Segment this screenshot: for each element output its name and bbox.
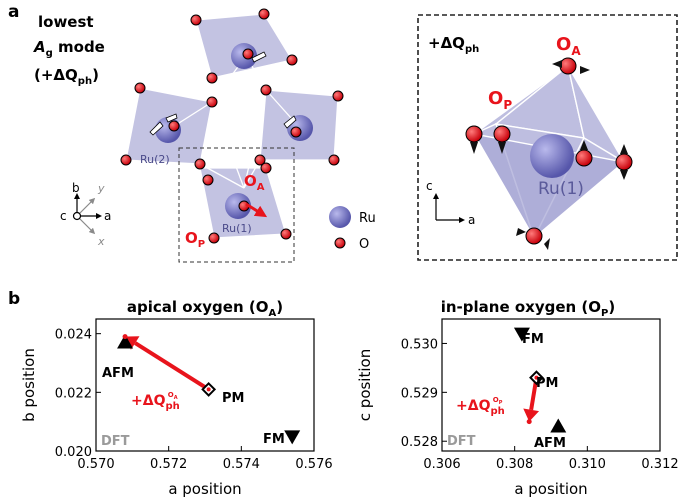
- chart1-ticks: 0.570 0.572 0.574 0.576 0.020 0.022 0.024: [55, 328, 333, 472]
- x-tick-label: 0.308: [496, 457, 533, 472]
- legend-o-icon: [334, 237, 346, 249]
- y-tick-label: 0.530: [401, 337, 438, 352]
- chart2-ylabel: c position: [356, 349, 374, 421]
- x-tick-label: 0.310: [569, 457, 606, 472]
- crystal-axes: y x b a c: [60, 181, 111, 248]
- x-tick-label: 0.570: [77, 457, 114, 472]
- chart1-title: apical oxygen (OA): [127, 298, 283, 319]
- chart2-dq-label: +ΔQphOP: [456, 396, 505, 417]
- inset-title: +ΔQph: [428, 34, 479, 55]
- y-tick-label: 0.528: [401, 435, 438, 450]
- y-tick-label: 0.022: [55, 386, 92, 401]
- inset-oa-label: OA: [556, 34, 581, 58]
- x-tick-label: 0.312: [641, 457, 678, 472]
- displacement-end: [526, 419, 532, 425]
- chart1-afm-label: AFM: [102, 366, 134, 381]
- axis-b-label: b: [72, 181, 80, 195]
- chart1-fm-label: FM: [263, 432, 285, 447]
- chart2-ticks: 0.306 0.308 0.310 0.312 0.528 0.529 0.530: [401, 337, 679, 472]
- chart1-ylabel: b position: [20, 348, 38, 422]
- op-label: OP: [185, 229, 205, 250]
- svg-text:x: x: [97, 235, 105, 248]
- legend-ru-label: Ru: [359, 211, 376, 226]
- legend-ru-icon: [329, 206, 351, 228]
- point-fm: [284, 430, 301, 445]
- y-tick-label: 0.020: [55, 445, 92, 460]
- chart2-title: in-plane oxygen (OP): [441, 298, 616, 319]
- chart1-frame: [95, 318, 315, 452]
- chart1-xlabel: a position: [168, 480, 241, 498]
- displacement-arrow-head: [125, 336, 140, 350]
- point-fm: [513, 327, 530, 342]
- chart2-fm-label: FM: [522, 332, 544, 347]
- chart2-frame: [441, 318, 661, 452]
- x-tick-label: 0.306: [423, 457, 460, 472]
- chart2-xlabel: a position: [514, 480, 587, 498]
- mode-label-line3: (+ΔQph): [34, 66, 99, 87]
- chart2-afm-label: AFM: [534, 436, 566, 451]
- displacement-arrow-shaft: [134, 341, 210, 392]
- panel-letter-a: a: [8, 2, 19, 22]
- chart1-pm-label: PM: [222, 391, 244, 406]
- mode-label-line2: Ag mode: [33, 38, 105, 59]
- y-tick-label: 0.529: [401, 386, 438, 401]
- legend-o-label: O: [359, 237, 369, 252]
- point-afm: [117, 334, 134, 349]
- chart1-dq-label: +ΔQphOA: [131, 391, 180, 412]
- x-tick-label: 0.572: [150, 457, 187, 472]
- y-tick-label: 0.024: [55, 328, 92, 343]
- panel-a: a lowest Ag mode (+ΔQph): [8, 2, 678, 263]
- chart2-marks: [513, 327, 567, 433]
- axis-a-label: a: [104, 209, 111, 223]
- mode-label-line1: lowest: [38, 13, 94, 31]
- chart1-marks: [117, 334, 301, 445]
- chart-apical: apical oxygen (OA) 0.570 0.572 0.574 0.5760…: [20, 298, 333, 498]
- inset-ru1-label: Ru(1): [538, 179, 584, 199]
- x-tick-label: 0.576: [295, 457, 332, 472]
- x-tick-label: 0.574: [223, 457, 260, 472]
- ru2-label: Ru(2): [140, 153, 170, 166]
- inset-axis-a: a: [468, 213, 475, 227]
- point-afm: [550, 418, 567, 433]
- apical-arrows-white: [149, 51, 297, 136]
- oa-label: OA: [244, 172, 265, 193]
- panel-b: b apical oxygen (OA) 0.570 0.572 0.574 0.57…: [8, 289, 679, 498]
- axis-c-label: c: [60, 209, 67, 223]
- zoom-box: [178, 147, 295, 263]
- chart2-pm-label: PM: [536, 376, 558, 391]
- svg-text:y: y: [97, 182, 105, 195]
- chart-inplane: in-plane oxygen (OP) 0.306 0.308 0.310 0.31…: [356, 298, 679, 498]
- ru1-label: Ru(1): [222, 222, 252, 235]
- inset-axis-c: c: [426, 179, 433, 193]
- chart2-dft-label: DFT: [447, 434, 476, 449]
- displacement-end: [122, 334, 128, 340]
- panel-letter-b: b: [8, 289, 20, 309]
- chart1-dft-label: DFT: [101, 434, 130, 449]
- inset-ru-atom: [530, 134, 574, 178]
- inset-op-label: OP: [488, 88, 512, 112]
- inset: +ΔQph Ru(1): [417, 14, 678, 261]
- o-atoms: [120, 8, 344, 244]
- oa-displacement-arrow: [245, 202, 268, 218]
- displacement-arrow-head: [523, 408, 540, 422]
